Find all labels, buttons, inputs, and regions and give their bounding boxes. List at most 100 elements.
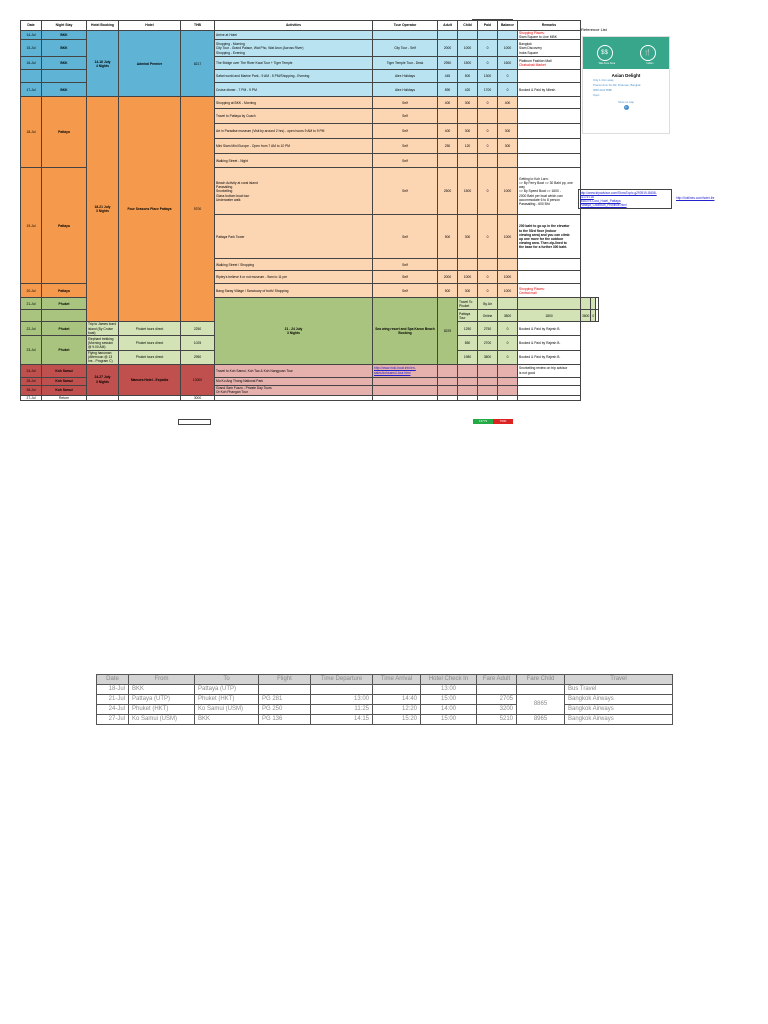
operator-cell[interactable]: http://www.indo-boat.info/en-sales/kohsa…	[372, 363, 438, 378]
remarks-cell: Booked & Paid by Rajesh B.	[517, 335, 581, 352]
operator-cell: Online	[477, 309, 498, 323]
tripadvisor-link[interactable]: http://www.tripadvisor.com/ShowTopic-g29…	[578, 189, 672, 209]
balance-cell: 1600	[497, 56, 518, 71]
table-row: 17-Jul BKK Cruise dinner - 7 PM - 9 PM A…	[20, 82, 599, 98]
adult-cell: 400	[437, 96, 458, 110]
col-hotel: Hotel	[118, 20, 181, 31]
table-row: 14-Jul BKK 14-16 July 4 Nights Admiral Pr…	[20, 29, 599, 98]
night-stay-cell: Pattaya	[41, 167, 87, 285]
child-cell: 1000	[457, 270, 478, 285]
child-cell: 1800	[517, 309, 581, 323]
table-row: 23-Jul Phuket Elephant trekking (Morning…	[20, 335, 599, 365]
child-cell: 1250	[457, 321, 478, 337]
operator-cell: Alex Holidays	[372, 69, 438, 84]
col-night-stay: Night Stay	[41, 20, 87, 31]
night-stay-cell: BKK	[41, 29, 87, 41]
operator-cell: Self	[372, 214, 438, 260]
balance-cell: 300	[497, 123, 518, 140]
flights-header-row: Date From To Flight Time Departure Time …	[96, 674, 673, 685]
thb-cell: 8229	[437, 297, 458, 365]
operator-cell: Self	[372, 167, 438, 216]
balance-cell: 0	[497, 69, 518, 84]
activity-cell: Arrive at Hotel	[214, 29, 373, 41]
activity-cell: Elephant trekking (Morning session @ 9.0…	[86, 335, 119, 352]
activity-cell: Bang Saray Village / Sanctuary of truth/…	[214, 283, 373, 299]
date-cell: 20-Jul	[20, 283, 42, 299]
activity-cell: Mini Siam Mini Europe - Open from 7 AM t…	[214, 138, 373, 155]
table-row: 24-Jul Koh Samui 24-27 July 3 Nights Mamo…	[20, 363, 599, 396]
flights-table: Date From To Flight Time Departure Time …	[96, 674, 673, 725]
table-row: Flying hanuman (Afternoon @ 13 hrs - Pro…	[21, 350, 599, 365]
adult-cell: 1025	[180, 335, 215, 352]
table-row: Walking Street / Shopping Self	[21, 258, 599, 272]
table-row: 20-Jul Pattaya Bang Saray Village / Sanc…	[20, 283, 599, 299]
thb-sum-box	[178, 419, 211, 425]
activity-cell: Travel to Koh Samui, Koh Tao & Koh Nangy…	[214, 363, 373, 378]
child-cell: 120	[457, 138, 478, 155]
place-name: Asian Delight	[611, 73, 641, 78]
child-cell: 300	[457, 283, 478, 299]
place-status: Open	[593, 94, 600, 97]
table-row: 15-Jul BKK Shopping - Morning City Tour -…	[20, 39, 599, 58]
night-stay-cell: Koh Samui	[41, 363, 87, 378]
table-row: Walking Street - Night Self	[21, 153, 599, 169]
remarks-cell: Booked & Paid by Nilesh	[517, 82, 581, 98]
table-row: Travel to Pattaya by Coach Self	[21, 108, 599, 125]
category-label-right: Indian	[646, 62, 654, 65]
child-cell: 1980	[457, 350, 478, 365]
adult-cell: 500	[437, 283, 458, 299]
night-stay-cell: Phuket	[41, 297, 87, 311]
activity-cell: Travel to Pattaya by Coach	[214, 108, 373, 125]
adult-cell: 3800	[497, 309, 518, 323]
operator-cell: Tiger Temple Tour - Desk	[372, 56, 438, 71]
activity-cell: Safari world and Marine Park - 9 AM - 5 …	[214, 69, 373, 84]
itinerary-table: Date Night Stay Hotel Booking Hotel THB …	[20, 20, 600, 401]
balance-cell: 1000	[497, 270, 518, 285]
reference-map-card[interactable]: $$ 🍴 Wat Arun Area Indian Asian Delight …	[582, 36, 670, 134]
flights-col-fare-adult: Fare Adult	[476, 674, 517, 685]
date-cell: 21-Jul	[20, 297, 42, 311]
table-row: Ripley's believe it or not museum - 9am …	[21, 270, 599, 285]
col-tour-operator: Tour Operator	[372, 20, 438, 31]
flights-col-flight: Flight	[258, 674, 311, 685]
flight-row: 27-Jul Ko Samui (USM) BKK PG 136 14:15 15:20…	[96, 714, 673, 725]
paid-cell: 0	[477, 123, 498, 140]
col-paid: Paid	[477, 20, 498, 31]
night-stay-cell: BKK	[41, 56, 87, 71]
child-cell: 300	[457, 214, 478, 260]
date-cell: 15-Jul	[20, 39, 42, 58]
night-stay-cell: Phuket	[41, 321, 87, 337]
night-stay-cell: BKK	[41, 82, 87, 98]
flights-col-fare-child: Fare Child	[516, 674, 565, 685]
hotel-booking-cell: 14-16 July 4 Nights	[86, 29, 119, 98]
paid-total: 13773	[473, 419, 493, 424]
show-map-link[interactable]: Show on map	[618, 101, 634, 104]
remarks-cell: Shopping Places: Siam Square to Line MBK	[517, 29, 581, 41]
night-stay-cell: Pattaya	[41, 283, 87, 299]
activity-cell: Art in Paradise museum (Visit by around …	[214, 123, 373, 140]
operator-cell: Self	[372, 108, 438, 125]
adult-cell: 2950	[180, 350, 215, 365]
place-address: Thanon Arun Sin Rd, Pratunam, Bangkok	[593, 84, 641, 87]
paid-cell: 0	[477, 167, 498, 216]
table-row: Safari world and Marine Park - 9 AM - 5 …	[20, 69, 599, 84]
category-label-left: Wat Arun Area	[598, 62, 616, 65]
operator-cell: Self	[372, 258, 438, 272]
paid-cell: 0	[477, 39, 498, 58]
flight-row: 21-Jul Pattaya (UTP) Phuket (HKT) PG 281 13…	[96, 694, 673, 715]
hotel-link[interactable]: http://hotlines.com/hotel-thr	[676, 196, 715, 200]
balance-cell: 1000	[497, 214, 518, 260]
balance-cell: 400	[497, 96, 518, 110]
date-cell: 23-Jul	[20, 335, 42, 365]
night-stay-cell: Return	[41, 394, 87, 401]
col-adult: Adult	[437, 20, 458, 31]
col-child: Child	[457, 20, 478, 31]
hotel-booking-cell: 24-27 July 3 Nights	[86, 363, 119, 396]
child-cell: 420	[457, 82, 478, 98]
flights-col-date: Date	[96, 674, 129, 685]
child-cell: 300	[457, 96, 478, 110]
adult-cell: 500	[437, 214, 458, 260]
date-cell: 14-Jul	[20, 29, 42, 41]
thb-cell: 13000	[180, 363, 215, 396]
hotel-cell: Mamora Hotel - Expedia	[118, 363, 181, 396]
